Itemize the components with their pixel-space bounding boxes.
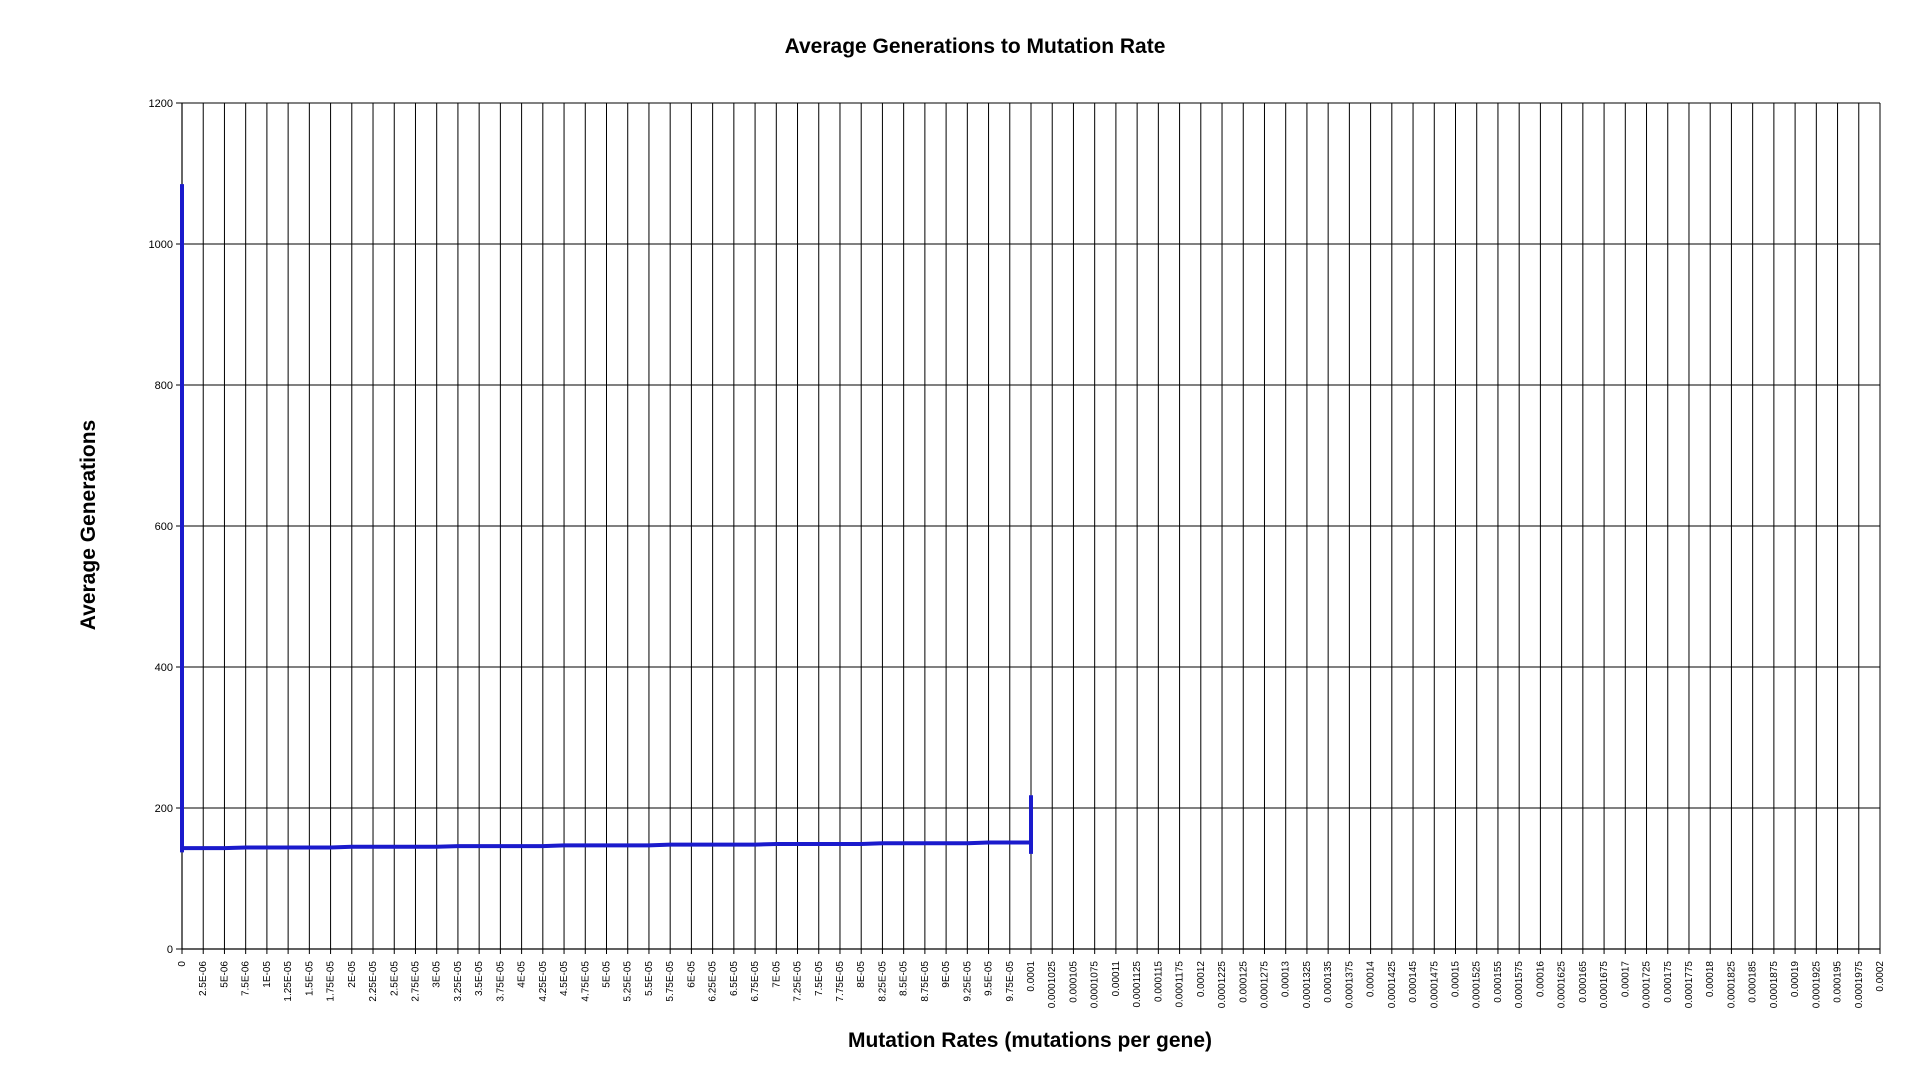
y-tick-label: 1200 bbox=[149, 98, 173, 110]
x-tick-label: 3.5E-05 bbox=[474, 961, 485, 996]
x-tick-label: 0.0001175 bbox=[1175, 961, 1186, 1008]
x-tick-label: 8.25E-05 bbox=[877, 961, 888, 1002]
grid-lines bbox=[181, 102, 1881, 950]
x-tick-label: 0.0002 bbox=[1875, 961, 1886, 992]
y-tick-label: 200 bbox=[155, 803, 173, 815]
x-tick-label: 0.0001275 bbox=[1259, 961, 1270, 1009]
x-tick-label: 4.5E-05 bbox=[559, 961, 570, 996]
x-tick-label: 6.75E-05 bbox=[750, 961, 761, 1002]
x-tick-label: 0.000155 bbox=[1493, 961, 1504, 1003]
x-tick-label: 1.25E-05 bbox=[283, 961, 294, 1002]
y-tick-label: 400 bbox=[155, 662, 173, 674]
x-tick-label: 8E-05 bbox=[856, 961, 867, 988]
x-tick-label: 0.000105 bbox=[1068, 961, 1079, 1003]
x-tick-label: 0 bbox=[177, 961, 188, 967]
x-tick-label: 6.5E-05 bbox=[729, 961, 740, 996]
x-tick-label: 0.0001525 bbox=[1472, 961, 1483, 1009]
x-tick-label: 0.000185 bbox=[1748, 961, 1759, 1003]
x-tick-label: 0.000125 bbox=[1238, 961, 1249, 1003]
x-tick-label: 7.5E-06 bbox=[241, 961, 252, 996]
x-tick-label: 0.00019 bbox=[1790, 961, 1801, 998]
x-tick-label: 7.5E-05 bbox=[814, 961, 825, 996]
x-tick-label: 0.0001 bbox=[1026, 961, 1037, 992]
x-tick-label: 2.5E-05 bbox=[389, 961, 400, 996]
x-tick-label: 0.0001725 bbox=[1642, 961, 1653, 1009]
x-axis-title: Mutation Rates (mutations per gene) bbox=[848, 1029, 1212, 1052]
x-tick-label: 0.0001025 bbox=[1047, 961, 1058, 1009]
x-axis-ticks: 0 2.5E-06 5E-06 7.5E-06 1E-05 1.25E-05 1.5E-05… bbox=[177, 949, 1886, 1008]
x-tick-label: 0.0001575 bbox=[1514, 961, 1525, 1009]
x-tick-label: 7.25E-05 bbox=[793, 961, 804, 1002]
x-tick-label: 5.5E-05 bbox=[644, 961, 655, 996]
x-tick-label: 0.0001325 bbox=[1302, 961, 1313, 1009]
x-tick-label: 0.0001825 bbox=[1726, 961, 1737, 1009]
x-tick-label: 1.75E-05 bbox=[326, 961, 337, 1002]
y-axis-ticks: 0 200 400 600 800 1000 1200 bbox=[149, 98, 182, 956]
x-tick-label: 3.75E-05 bbox=[495, 961, 506, 1002]
x-tick-label: 9E-05 bbox=[941, 961, 952, 988]
x-tick-label: 0.0001925 bbox=[1811, 961, 1822, 1009]
y-tick-label: 600 bbox=[155, 521, 173, 533]
x-tick-label: 0.000115 bbox=[1153, 961, 1164, 1002]
x-tick-label: 0.0001775 bbox=[1684, 961, 1695, 1009]
x-tick-label: 0.00013 bbox=[1281, 961, 1292, 998]
x-tick-label: 9.25E-05 bbox=[962, 961, 973, 1002]
x-tick-label: 6.25E-05 bbox=[708, 961, 719, 1002]
x-tick-label: 4.75E-05 bbox=[580, 961, 591, 1002]
x-tick-label: 0.00016 bbox=[1535, 961, 1546, 998]
y-tick-label: 1000 bbox=[149, 239, 173, 251]
x-tick-label: 0.0001475 bbox=[1429, 961, 1440, 1009]
x-tick-label: 0.00018 bbox=[1705, 961, 1716, 998]
x-tick-label: 5E-06 bbox=[219, 961, 230, 988]
y-tick-label: 800 bbox=[155, 380, 173, 392]
x-tick-label: 0.0001975 bbox=[1854, 961, 1865, 1009]
x-tick-label: 0.000195 bbox=[1833, 961, 1844, 1003]
x-tick-label: 0.000135 bbox=[1323, 961, 1334, 1003]
y-tick-label: 0 bbox=[167, 944, 173, 956]
x-tick-label: 2.75E-05 bbox=[410, 961, 421, 1002]
x-tick-label: 0.00011 bbox=[1111, 961, 1122, 997]
x-tick-label: 0.0001075 bbox=[1090, 961, 1101, 1009]
series-line bbox=[180, 184, 1033, 854]
x-tick-label: 0.0001375 bbox=[1344, 961, 1355, 1009]
x-tick-label: 0.00017 bbox=[1620, 961, 1631, 998]
x-tick-label: 0.0001675 bbox=[1599, 961, 1610, 1009]
x-tick-label: 5.25E-05 bbox=[623, 961, 634, 1002]
y-axis-title: Average Generations bbox=[77, 420, 100, 630]
x-tick-label: 3.25E-05 bbox=[453, 961, 464, 1002]
x-tick-label: 0.00012 bbox=[1196, 961, 1207, 998]
x-tick-label: 2.25E-05 bbox=[368, 961, 379, 1002]
x-tick-label: 0.00014 bbox=[1366, 961, 1377, 998]
x-tick-label: 5.75E-05 bbox=[665, 961, 676, 1002]
x-tick-label: 7E-05 bbox=[771, 961, 782, 988]
x-tick-label: 2E-05 bbox=[347, 961, 358, 988]
series-layer bbox=[180, 184, 1033, 854]
x-tick-label: 2.5E-06 bbox=[198, 961, 209, 996]
x-tick-label: 9.75E-05 bbox=[1005, 961, 1016, 1002]
x-tick-label: 7.75E-05 bbox=[835, 961, 846, 1002]
x-tick-label: 0.0001225 bbox=[1217, 961, 1228, 1009]
x-tick-label: 0.000145 bbox=[1408, 961, 1419, 1003]
x-tick-label: 6E-05 bbox=[686, 961, 697, 988]
x-tick-label: 0.0001875 bbox=[1769, 961, 1780, 1009]
x-tick-label: 0.0001625 bbox=[1557, 961, 1568, 1009]
x-tick-label: 0.000165 bbox=[1578, 961, 1589, 1003]
x-tick-label: 8.75E-05 bbox=[920, 961, 931, 1002]
x-tick-label: 4E-05 bbox=[517, 961, 528, 988]
x-tick-label: 3E-05 bbox=[432, 961, 443, 988]
x-tick-label: 0.000175 bbox=[1663, 961, 1674, 1003]
x-tick-label: 4.25E-05 bbox=[538, 961, 549, 1002]
x-tick-label: 0.0001125 bbox=[1132, 961, 1143, 1008]
x-tick-label: 1E-05 bbox=[262, 961, 273, 988]
x-tick-label: 9.5E-05 bbox=[984, 961, 995, 996]
x-tick-label: 1.5E-05 bbox=[304, 961, 315, 996]
x-tick-label: 0.0001425 bbox=[1387, 961, 1398, 1009]
x-tick-label: 8.5E-05 bbox=[899, 961, 910, 996]
x-tick-label: 5E-05 bbox=[602, 961, 613, 988]
x-tick-label: 0.00015 bbox=[1451, 961, 1462, 998]
chart-title: Average Generations to Mutation Rate bbox=[785, 35, 1166, 58]
